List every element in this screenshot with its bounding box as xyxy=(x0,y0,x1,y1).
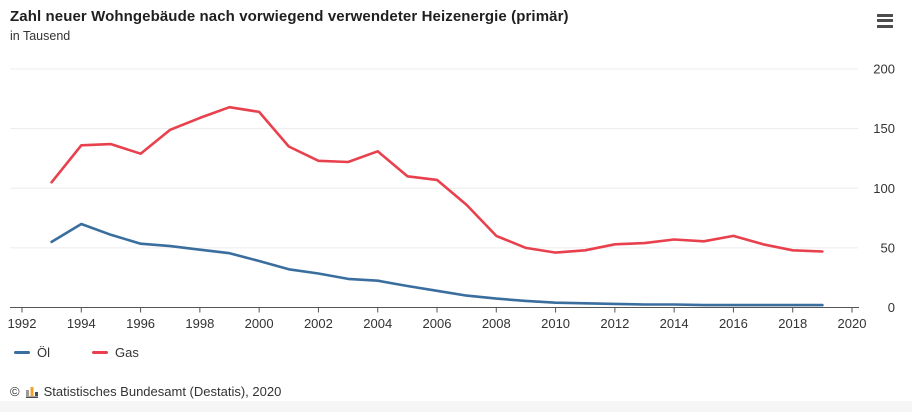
x-axis-tick-label: 2006 xyxy=(423,316,452,331)
destatis-logo-icon xyxy=(25,387,38,398)
x-axis-tick-label: 2016 xyxy=(719,316,748,331)
x-axis-tick-label: 1996 xyxy=(126,316,155,331)
y-axis-tick-label: 200 xyxy=(873,62,895,77)
chart-title: Zahl neuer Wohngebäude nach vorwiegend v… xyxy=(10,8,569,25)
copyright-symbol: © xyxy=(10,384,20,399)
x-axis-tick-label: 2012 xyxy=(600,316,629,331)
legend-label: Gas xyxy=(115,345,139,360)
x-axis-tick-label: 2002 xyxy=(304,316,333,331)
x-axis-tick-label: 2018 xyxy=(778,316,807,331)
hamburger-icon xyxy=(877,13,895,28)
series-line-gas[interactable] xyxy=(50,105,824,254)
x-axis-tick-label: 2000 xyxy=(245,316,274,331)
series-line-oel[interactable] xyxy=(50,222,824,307)
y-axis-tick-label: 50 xyxy=(881,240,895,255)
x-axis-tick-label: 2020 xyxy=(838,316,867,331)
legend-item-gas[interactable]: Gas xyxy=(92,345,139,360)
source-attribution: © Statistisches Bundesamt (Destatis), 20… xyxy=(10,384,281,399)
x-axis-tick-label: 1994 xyxy=(67,316,96,331)
legend-swatch xyxy=(14,351,30,354)
legend-swatch xyxy=(92,351,108,354)
source-text: Statistisches Bundesamt (Destatis), 2020 xyxy=(43,384,282,399)
x-axis-tick-label: 1992 xyxy=(8,316,37,331)
legend-label: Öl xyxy=(37,345,50,360)
legend-item-oel[interactable]: Öl xyxy=(14,345,50,360)
x-axis-tick-label: 1998 xyxy=(185,316,214,331)
chart-subtitle: in Tausend xyxy=(10,29,71,43)
chart-export-menu-button[interactable] xyxy=(875,9,897,29)
y-axis-tick-label: 100 xyxy=(873,181,895,196)
legend: Öl Gas xyxy=(14,345,139,360)
bottom-strip xyxy=(0,401,912,412)
y-axis-tick-label: 150 xyxy=(873,121,895,136)
x-axis-tick-label: 2010 xyxy=(541,316,570,331)
y-axis-tick-label: 0 xyxy=(888,300,895,315)
x-axis-tick-label: 2004 xyxy=(363,316,392,331)
x-axis-tick-label: 2014 xyxy=(660,316,689,331)
plot-area: 0 50 100 150 200 1992 1994 1996 1998 2000 2002 2004… xyxy=(8,62,895,332)
x-axis-tick-label: 2008 xyxy=(482,316,511,331)
